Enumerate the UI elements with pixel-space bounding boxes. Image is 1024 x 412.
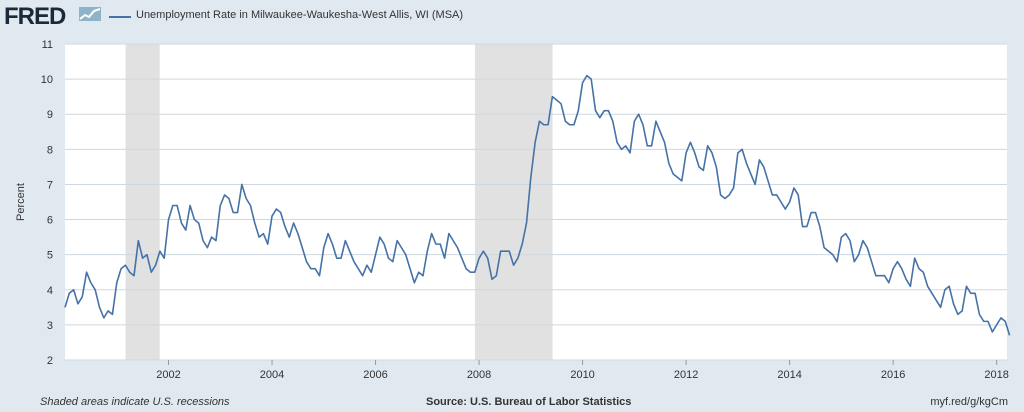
recession-band-1 [125, 44, 160, 360]
y-tick-label-2: 2 [47, 355, 53, 367]
x-tick-label-2016: 2016 [881, 369, 905, 381]
chart-footer: Shaded areas indicate U.S. recessions So… [0, 392, 1024, 412]
y-tick-label-4: 4 [47, 285, 53, 297]
y-tick-label-6: 6 [47, 215, 53, 227]
x-tick-label-2002: 2002 [156, 369, 180, 381]
x-axis-ticks: 2002 2004 2006 2008 2010 2012 2014 2016 2018 [156, 360, 1009, 381]
series-line[interactable] [64, 74, 1011, 336]
grid-lines [65, 43, 1007, 361]
y-tick-label-3: 3 [47, 320, 53, 332]
x-tick-label-2010: 2010 [570, 369, 594, 381]
x-tick-label-2008: 2008 [467, 369, 491, 381]
x-tick-label-2012: 2012 [674, 369, 698, 381]
short-link[interactable]: myf.red/g/kgCm [930, 396, 1008, 408]
fred-logo[interactable]: FRED [4, 3, 66, 30]
line-chart: 2 3 4 5 6 7 8 9 10 11 2002 2004 2006 2008 2010 2012 201… [15, 39, 1011, 381]
x-tick-label-2006: 2006 [363, 369, 387, 381]
y-axis-label: Percent [15, 183, 27, 221]
y-tick-label-7: 7 [47, 179, 53, 191]
y-tick-label-5: 5 [47, 250, 53, 262]
recession-bands [125, 44, 553, 360]
y-tick-label-9: 9 [47, 109, 53, 121]
y-tick-label-10: 10 [41, 74, 53, 86]
chart-header: FRED Unemployment Rate in Milwaukee-Wauk… [0, 0, 1024, 34]
y-axis-ticks: 2 3 4 5 6 7 8 9 10 11 [41, 39, 53, 367]
legend-series-title[interactable]: Unemployment Rate in Milwaukee-Waukesha-… [136, 9, 464, 21]
x-tick-label-2018: 2018 [984, 369, 1008, 381]
source-text: Source: U.S. Bureau of Labor Statistics [426, 396, 632, 408]
recession-band-2 [474, 44, 553, 360]
legend-line-swatch [109, 16, 131, 18]
fred-logo-chart-icon [79, 7, 101, 21]
recession-note: Shaded areas indicate U.S. recessions [40, 396, 230, 408]
x-tick-label-2004: 2004 [260, 369, 284, 381]
y-tick-label-8: 8 [47, 144, 53, 156]
x-tick-label-2014: 2014 [777, 369, 801, 381]
y-tick-label-11: 11 [42, 39, 53, 51]
